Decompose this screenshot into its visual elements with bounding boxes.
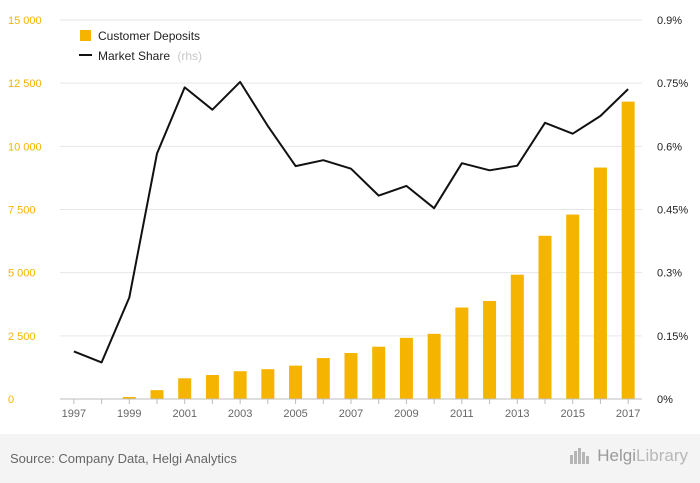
bar-2017 [621,101,635,400]
bar-2000 [150,390,164,399]
bar-2016 [593,167,607,399]
legend-label-market-share-name: Market Share [98,49,170,63]
market-share-path [73,80,629,364]
bar-2014 [538,235,552,399]
legend-swatch-deposits [80,30,91,41]
bar-2013 [510,274,524,399]
deposits-bars [122,101,635,400]
logo-text-library: Library [636,446,688,465]
library-skyline-icon [570,448,590,464]
right-axis: 0% 0.15% 0.3% 0.45% 0.6% 0.75% 0.9% [657,15,688,406]
right-tick-label: 0.45% [657,205,688,217]
bar-2011 [455,307,469,399]
bar-2015 [566,214,580,399]
left-tick-label: 7 500 [8,205,36,217]
x-tick-label: 2015 [560,408,584,420]
x-tick-label: 2013 [505,408,529,420]
x-tick-label: 2007 [339,408,363,420]
right-tick-label: 0.15% [657,331,688,343]
x-tick-label: 2017 [616,408,640,420]
x-tick-label: 2001 [172,408,196,420]
x-tick-label: 2011 [450,408,474,420]
bar-2001 [178,378,192,399]
x-tick-label: 1999 [117,408,141,420]
left-tick-label: 5 000 [8,268,36,280]
bar-2006 [316,358,330,399]
legend: Customer Deposits Market Share (rhs) [79,29,202,63]
bar-2003 [233,371,247,399]
bar-2012 [483,300,497,399]
x-tick-label: 2005 [283,408,307,420]
right-tick-label: 0.6% [657,141,682,153]
x-tick-label: 1997 [62,408,86,420]
right-tick-label: 0% [657,394,673,406]
x-axis: 1997 1999 2001 2003 2005 2007 2009 2011 2013 2015… [60,398,642,420]
left-tick-label: 0 [8,394,14,406]
bar-2007 [344,353,358,399]
left-tick-label: 15 000 [8,15,42,27]
left-tick-label: 2 500 [8,331,36,343]
combo-chart: 0 2 500 5 000 7 500 10 000 12 500 15 000 0% 0.1… [8,15,688,420]
bar-2009 [399,337,413,399]
logo-text-helgi: Helgi [597,446,637,465]
footer: Source: Company Data, Helgi Analytics He… [0,434,700,483]
helgi-library-logo[interactable]: HelgiLibrary [569,446,688,466]
legend-label-market-share-suffix: (rhs) [177,49,202,63]
legend-label-deposits: Customer Deposits [98,29,200,43]
gridlines [60,19,642,337]
right-tick-label: 0.3% [657,268,682,280]
bar-2004 [261,369,275,399]
left-tick-label: 10 000 [8,141,42,153]
x-tick-label: 2003 [228,408,252,420]
market-share-line [73,80,629,364]
x-tick-label: 2009 [394,408,418,420]
bar-2002 [205,374,219,399]
bar-1999 [122,396,136,399]
legend-label-market-share: Market Share (rhs) [98,49,202,63]
source-note: Source: Company Data, Helgi Analytics [10,451,237,466]
bar-2010 [427,333,441,399]
left-axis: 0 2 500 5 000 7 500 10 000 12 500 15 000 [8,15,42,406]
left-tick-label: 12 500 [8,78,42,90]
bar-2005 [289,365,303,399]
right-tick-label: 0.9% [657,15,682,27]
right-tick-label: 0.75% [657,78,688,90]
bar-2008 [372,346,386,399]
